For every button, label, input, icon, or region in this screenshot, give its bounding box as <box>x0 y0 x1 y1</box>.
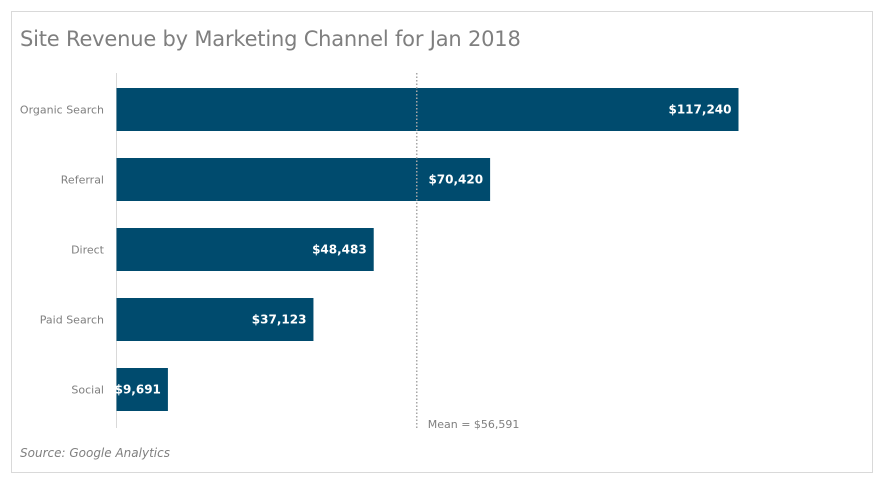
bar-social <box>116 368 168 411</box>
category-label: Paid Search <box>40 314 104 327</box>
category-label: Direct <box>71 244 105 257</box>
bar-referral <box>116 158 491 201</box>
chart-frame <box>11 11 873 473</box>
value-label: $9,691 <box>115 383 161 397</box>
bar-paid-search <box>116 298 314 341</box>
value-label: $70,420 <box>428 173 483 187</box>
mean-label: Mean = $56,591 <box>428 418 520 431</box>
category-label: Social <box>71 384 104 397</box>
chart-title: Site Revenue by Marketing Channel for Ja… <box>20 27 521 51</box>
bar-organic-search <box>116 88 739 131</box>
value-label: $37,123 <box>252 313 307 327</box>
bar-direct <box>116 228 374 271</box>
bars-group: Organic Search $117,240 Referral $70,420 Dir… <box>20 88 739 411</box>
chart-source: Source: Google Analytics <box>20 446 170 460</box>
category-label: Referral <box>61 174 104 187</box>
value-label: $117,240 <box>668 103 731 117</box>
category-label: Organic Search <box>20 104 104 117</box>
value-label: $48,483 <box>312 243 367 257</box>
